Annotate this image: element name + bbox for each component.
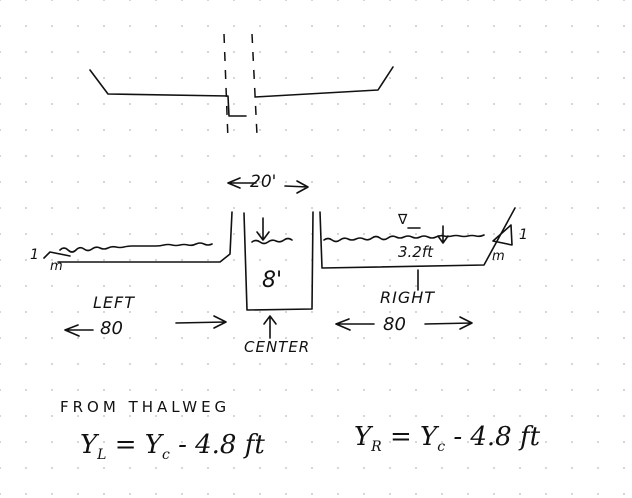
right-water-surface: [323, 234, 485, 243]
center-water-surface: [251, 237, 293, 245]
top-width-label: 20': [250, 172, 277, 192]
right-width-arrow-r: [424, 316, 473, 330]
right-formula-rhs-var: Y: [420, 422, 438, 452]
center-pointer-arrow: [263, 315, 277, 339]
right-formula-var: Y: [354, 422, 372, 452]
left-width-arrow-l: [64, 324, 94, 337]
left-formula-rhs-sub: c: [161, 447, 170, 464]
left-formula-rhs-var: Y: [144, 430, 162, 460]
right-formula-rest: - 4.8 ft: [453, 422, 541, 452]
left-width-label: 80: [100, 318, 123, 339]
right-slope-1: 1: [519, 227, 528, 243]
center-channel: [243, 211, 314, 311]
center-depth-arrow: [256, 217, 270, 241]
center-label: CENTER: [244, 338, 311, 356]
ws-depth-label: 3.2ft: [398, 243, 434, 261]
left-overbank: [57, 211, 233, 263]
lower-cross-section: [43, 207, 516, 339]
center-depth-label: 8': [262, 268, 283, 293]
right-slope-m: m: [492, 249, 505, 264]
left-width-arrow-r: [175, 315, 227, 329]
left-label: LEFT: [93, 293, 135, 312]
left-depth-formula: YL = Yc - 4.8 ft: [80, 432, 265, 462]
left-formula-rest: - 4.8 ft: [178, 430, 265, 460]
centerline-left: [223, 33, 229, 141]
left-slope-m: m: [50, 259, 63, 274]
ws-symbol: ∇: [398, 212, 408, 228]
left-water-surface: [59, 242, 213, 253]
left-slope-1: 1: [30, 247, 39, 263]
centerline-right: [251, 33, 258, 136]
left-formula-var: Y: [80, 430, 98, 460]
upper-left-bank: [89, 69, 247, 117]
right-formula-equals: =: [389, 422, 412, 452]
upper-cross-section: [89, 33, 394, 141]
left-formula-sub: L: [97, 447, 107, 464]
notes-heading: FROM THALWEG: [60, 398, 231, 416]
right-slope-triangle: [492, 224, 513, 246]
upper-right-bank: [254, 66, 394, 98]
right-formula-sub: R: [371, 439, 382, 456]
ws-depth-arrow: [437, 225, 449, 244]
left-formula-equals: =: [114, 430, 137, 460]
right-width-arrow-l: [335, 318, 375, 331]
right-width-label: 80: [383, 314, 406, 335]
right-label: RIGHT: [380, 288, 436, 307]
right-depth-formula: YR = Yc - 4.8 ft: [354, 424, 540, 454]
left-slope-triangle: [43, 251, 71, 259]
right-formula-rhs-sub: c: [437, 439, 446, 456]
width-dimension-arrow: [227, 177, 309, 194]
right-overbank: [319, 207, 516, 269]
